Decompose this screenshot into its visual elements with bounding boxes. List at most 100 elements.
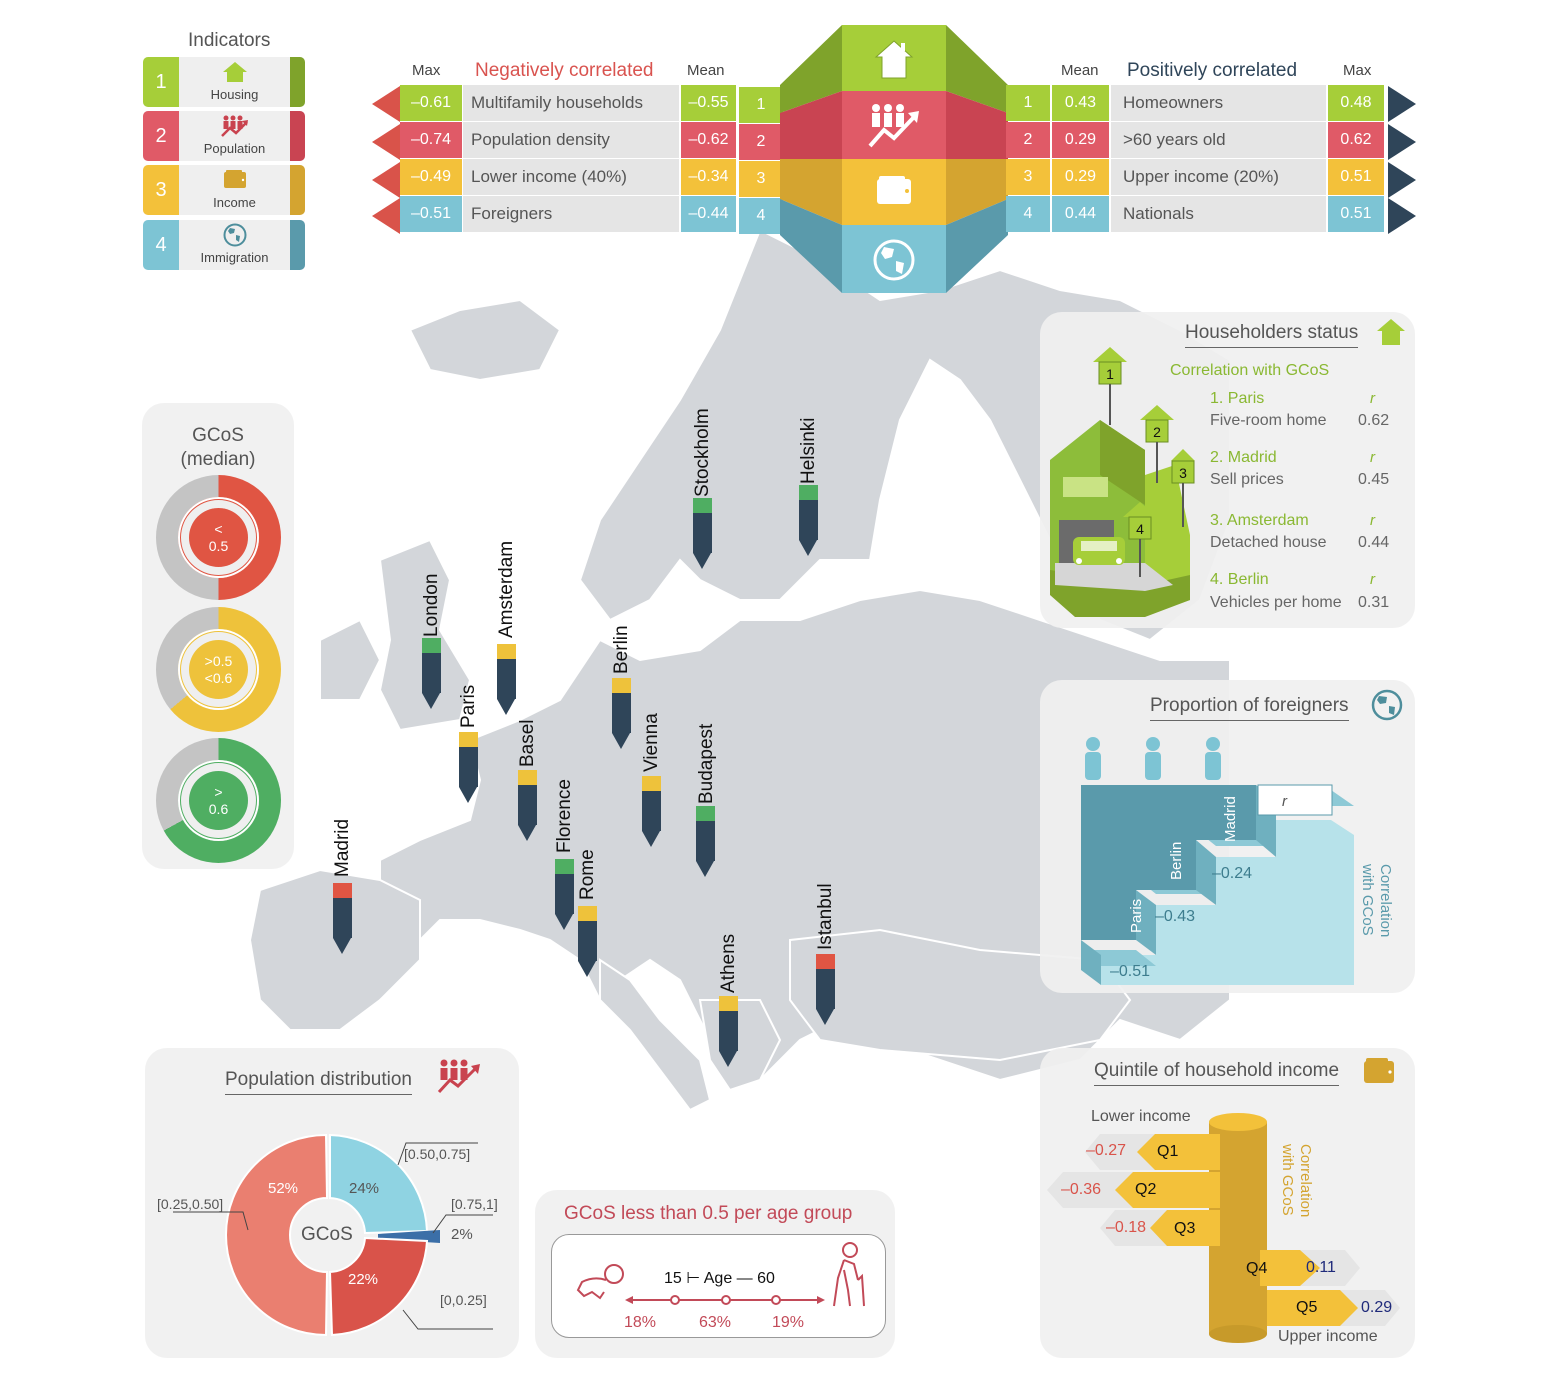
foreigners-axis-label: Correlation with GCoS (1358, 864, 1394, 937)
population-donut-chart (173, 1133, 493, 1337)
city-label-helsinki: Helsinki (798, 417, 819, 484)
indicator-number: 4 (143, 220, 179, 270)
householders-city: 4. Berlin (1210, 571, 1269, 588)
positive-mean-value: 0.29 (1052, 159, 1109, 195)
city-pin-stockholm[interactable] (693, 498, 712, 569)
indicator-immigration: 4 Immigration (143, 220, 305, 270)
gcos-donut-line1: >0.5 (204, 652, 233, 669)
city-pin-basel[interactable] (518, 770, 537, 841)
income-axis-label: Correlation with GCoS (1278, 1144, 1314, 1217)
axis-label-line2: with GCoS (1359, 864, 1376, 936)
q4-label: Q4 (1246, 1260, 1268, 1277)
pie-label-22: 22% (348, 1271, 379, 1288)
gcos-donut-label: >0.5 <0.6 (189, 640, 248, 699)
q3-label: Q3 (1174, 1220, 1196, 1237)
householders-city: 1. Paris (1210, 390, 1265, 407)
city-pin-amsterdam[interactable] (497, 644, 516, 715)
city-label-florence: Florence (554, 779, 575, 853)
positive-max-header: Max (1343, 62, 1372, 79)
negative-arrows (372, 86, 400, 234)
indicator-label: Housing (210, 87, 259, 102)
householders-desc: Sell prices (1210, 471, 1284, 488)
positive-mean-header: Mean (1061, 62, 1099, 79)
city-pin-madrid[interactable] (333, 883, 352, 954)
pie-range-075-1: [0.75,1] (451, 1196, 498, 1212)
house-illustration: 1 2 3 4 (1050, 347, 1195, 617)
city-pin-berlin[interactable] (612, 678, 631, 749)
negative-max-value: –0.74 (400, 122, 462, 158)
city-pin-athens[interactable] (719, 996, 738, 1067)
city-pin-helsinki[interactable] (799, 485, 818, 556)
svg-text:1: 1 (1106, 366, 1114, 382)
r-label: r (1370, 571, 1375, 588)
city-label-istanbul: Istanbul (815, 883, 836, 950)
city-label-basel: Basel (517, 719, 538, 767)
householders-r-value: 0.31 (1358, 594, 1390, 611)
q1-value: –0.27 (1086, 1142, 1127, 1159)
negative-max-header: Max (412, 62, 441, 79)
positive-factor-label: Upper income (20%) (1111, 159, 1326, 195)
pie-range-025-050: [0.25,0.50] (157, 1196, 224, 1212)
city-label-berlin: Berlin (611, 625, 632, 674)
indicator-label: Immigration (200, 250, 269, 265)
age-group-title: GCoS less than 0.5 per age group (564, 1203, 853, 1224)
indicator-number: 4 (739, 198, 783, 234)
city-pin-florence[interactable] (555, 859, 574, 930)
indicator-label: Income (213, 195, 256, 210)
indicator-number: 3 (143, 165, 179, 215)
city-pin-vienna[interactable] (642, 776, 661, 847)
income-quintile-title: Quintile of household income (1094, 1060, 1340, 1086)
householders-city: 3. Amsterdam (1210, 512, 1309, 529)
population-growth-icon (842, 97, 946, 153)
axis-label-line1: Correlation (1297, 1144, 1314, 1218)
gcos-donut-line2: <0.6 (204, 669, 233, 686)
r-label: r (1282, 793, 1287, 810)
pie-label-52: 52% (268, 1180, 299, 1197)
indicator-number: 1 (143, 57, 179, 107)
positive-max-value: 0.51 (1328, 196, 1384, 232)
wallet-icon (1364, 1058, 1394, 1083)
negative-mean-value: –0.44 (681, 196, 736, 232)
gcos-donut-label: > 0.6 (189, 771, 248, 830)
indicator-color-tab (290, 111, 305, 161)
city-label-paris: Paris (458, 684, 479, 728)
gcos-donut-mid: >0.5 <0.6 (156, 607, 281, 732)
indicator-income: 3 Income (143, 165, 305, 215)
householders-desc: Five-room home (1210, 412, 1327, 429)
indicator-color-tab (290, 57, 305, 107)
indicator-population: 2 Population (143, 111, 305, 161)
age-label: Age (703, 1270, 733, 1287)
negative-mean-value: –0.62 (681, 122, 736, 158)
city-label-vienna: Vienna (641, 713, 662, 772)
negative-factor-label: Foreigners (463, 196, 679, 232)
gcos-median-title-line2: (median) (180, 449, 256, 470)
city-pin-istanbul[interactable] (816, 954, 835, 1025)
globe-icon (179, 223, 290, 247)
city-pin-paris[interactable] (459, 732, 478, 803)
negative-max-value: –0.49 (400, 159, 462, 195)
svg-text:3: 3 (1179, 465, 1187, 481)
negative-max-value: –0.61 (400, 85, 462, 121)
indicator-color-tab (290, 165, 305, 215)
age-pct-mid: 63% (699, 1314, 732, 1331)
negative-factor-label: Multifamily households (463, 85, 679, 121)
city-label-madrid: Madrid (332, 818, 353, 877)
positive-factor-label: Homeowners (1111, 85, 1326, 121)
age-pct-old: 19% (772, 1314, 805, 1331)
positive-mean-value: 0.44 (1052, 196, 1109, 232)
population-distribution-title: Population distribution (225, 1069, 412, 1095)
q2-label: Q2 (1135, 1181, 1157, 1198)
city-pin-rome[interactable] (578, 906, 597, 977)
marker-4: 4 (1123, 502, 1157, 577)
baby-icon (576, 1264, 624, 1300)
indicators-title: Indicators (188, 30, 271, 51)
city-pin-budapest[interactable] (696, 806, 715, 877)
city-pin-london[interactable] (422, 638, 441, 709)
foreigners-city-madrid: Madrid (1222, 796, 1239, 842)
indicator-housing: 1 Housing (143, 57, 305, 107)
gcos-donut-line1: < (214, 520, 223, 537)
indicator-number: 2 (739, 124, 783, 160)
lower-income-label: Lower income (1091, 1108, 1191, 1125)
householders-r-value: 0.62 (1358, 412, 1390, 429)
indicator-label: Population (203, 141, 266, 156)
